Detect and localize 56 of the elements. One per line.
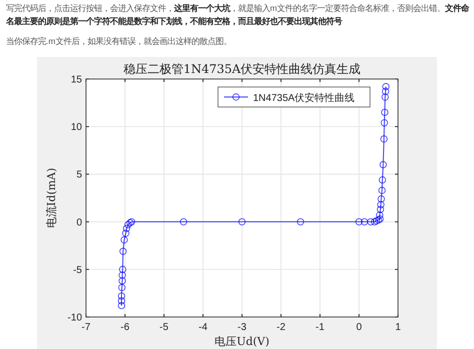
point <box>376 206 384 214</box>
x-tick-label: -6 <box>120 322 130 333</box>
text: 写完代码后，点击运行按钮，会进入保存文件，这里有一个大坑，就是输入m文件的名字一定要符合命名标准，否则会出错。文件命名最主要的原则是第一个字符不能是数字和下划线，不能有空格，而且最好也不要出现其他符号 <box>6 3 469 26</box>
point <box>118 277 126 284</box>
point <box>378 176 386 184</box>
point <box>118 272 126 279</box>
point <box>382 83 390 90</box>
chart-title: 稳压二极管1N4735A伏安特性曲线仿真生成 <box>123 62 361 76</box>
point <box>380 161 387 168</box>
y-tick-label: 0 <box>76 217 82 228</box>
x-tick-label: -2 <box>276 322 286 333</box>
y-tick-label: -10 <box>68 312 82 324</box>
point <box>119 266 126 273</box>
point <box>380 135 388 143</box>
legend-label: 1N4735A伏安特性曲线 <box>253 92 355 104</box>
point <box>118 297 126 304</box>
x-tick-label: -4 <box>198 322 208 333</box>
point <box>378 195 385 203</box>
point <box>124 221 132 228</box>
point <box>382 93 389 101</box>
point <box>120 236 128 244</box>
point <box>360 218 368 226</box>
point <box>118 292 126 300</box>
point <box>296 218 304 226</box>
point <box>381 108 388 116</box>
point <box>238 218 246 226</box>
point <box>118 284 126 292</box>
y-tick-label: -5 <box>73 264 82 276</box>
point <box>380 119 388 126</box>
point <box>371 218 378 226</box>
point <box>119 248 127 255</box>
point <box>378 186 386 194</box>
point <box>118 302 126 310</box>
y-tick-label: 15 <box>70 74 82 86</box>
point <box>122 230 130 237</box>
point <box>377 201 384 208</box>
x-tick-label: -1 <box>316 322 325 333</box>
point <box>122 224 130 232</box>
point <box>367 218 374 226</box>
y-tick-label: 10 <box>70 122 82 134</box>
point <box>382 88 390 95</box>
y-axis-title: 电流Id(mA) <box>45 168 58 228</box>
text: 当你保存完.m文件后，如果没有错误，就会画出这样的散点图。 <box>6 36 232 46</box>
point <box>126 219 134 226</box>
x-tick-label: -3 <box>238 322 247 333</box>
point <box>372 217 380 224</box>
x-axis-title: 电压Ud(V) <box>214 335 270 348</box>
y-tick-label: 5 <box>76 170 82 181</box>
x-tick-label: -5 <box>160 322 169 333</box>
x-tick-label: 1 <box>395 322 402 333</box>
x-tick-label: -7 <box>82 322 91 333</box>
point <box>376 212 384 219</box>
point <box>128 218 136 226</box>
point <box>355 218 363 226</box>
x-tick-label: 0 <box>356 322 362 333</box>
point <box>180 218 188 226</box>
